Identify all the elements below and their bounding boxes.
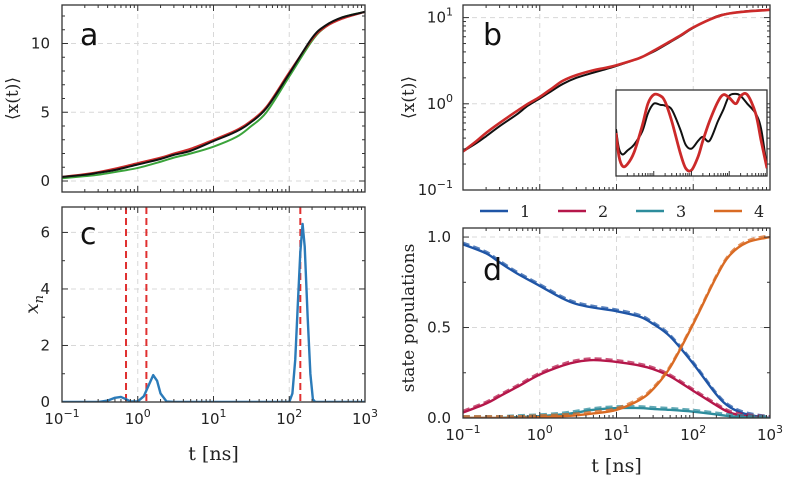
legend-label-2: 2 — [598, 202, 608, 221]
panel-c-xlabel: t [ns] — [188, 443, 239, 465]
panel-a-ylabel: ⟨x(t)⟩ — [3, 77, 23, 120]
panel-d-ytick-label: 0.0 — [427, 409, 451, 427]
panel-c-ytick-label: 6 — [40, 223, 50, 241]
inset-series-red — [616, 91, 767, 173]
panel-d-series-2 — [463, 358, 770, 418]
legend-label-4: 4 — [754, 202, 764, 221]
panel-d-series-1-ref — [463, 241, 770, 417]
panel-c-ytick-label: 4 — [40, 280, 50, 298]
panel-c: 10−1 100 101 102 103 0 2 4 6 c xn t [ns] — [21, 206, 378, 465]
panel-c-ylabel: xn — [21, 295, 47, 314]
panel-b-ytick-label: 10−1 — [418, 178, 453, 199]
panel-b-inset — [615, 89, 768, 177]
panel-d-series-2-ref — [463, 357, 770, 417]
panel-d-letter: d — [483, 253, 502, 288]
panel-b-letter: b — [483, 18, 502, 53]
panel-a-series-black — [62, 10, 365, 178]
panel-d-series-4 — [463, 235, 770, 418]
panel-d-xtick-label: 103 — [757, 423, 783, 444]
panel-c-xtick-label: 102 — [276, 407, 302, 428]
inset-frame — [615, 89, 768, 177]
panel-a-letter: a — [80, 18, 98, 53]
panel-b-ytick-label: 101 — [427, 6, 453, 27]
legend: 1 2 3 4 — [480, 202, 764, 221]
panel-d-xtick-label: 102 — [680, 423, 706, 444]
panel-c-xtick-label: 101 — [200, 407, 226, 428]
panel-c-xtick-label: 103 — [352, 407, 378, 428]
panel-c-xtick-label: 100 — [125, 407, 151, 428]
panel-d-xtick-label: 10−1 — [445, 423, 480, 444]
panel-d-series-1 — [463, 243, 770, 418]
panel-b-ytick-label: 100 — [427, 92, 453, 113]
panel-d-xtick-label: 100 — [527, 423, 553, 444]
panel-b: 10−1 100 101 b ⟨x(t)⟩ — [399, 4, 771, 199]
panel-d-xtick-label: 101 — [603, 423, 629, 444]
panel-a-ytick-label: 10 — [31, 35, 50, 53]
panel-d-xlabel: t [ns] — [591, 455, 642, 477]
panel-d-ylabel: state populations — [399, 244, 419, 393]
panel-d: 10−1 100 101 102 103 0.0 0.5 1.0 d state populati… — [399, 227, 783, 477]
panel-d-ytick-label: 1.0 — [427, 228, 451, 246]
panel-c-ytick-label: 2 — [40, 336, 50, 354]
legend-label-3: 3 — [676, 202, 686, 221]
panel-c-letter: c — [80, 217, 97, 252]
panel-a-ytick-label: 0 — [40, 172, 50, 190]
panel-a: 0 5 10 a ⟨x(t)⟩ — [3, 4, 366, 193]
panel-c-series-blue — [62, 222, 365, 402]
panel-b-series-red — [463, 8, 770, 153]
panel-a-ytick-label: 5 — [40, 103, 50, 121]
panel-c-xtick-label: 10−1 — [44, 407, 79, 428]
panel-c-ytick-label: 0 — [40, 393, 50, 411]
panel-b-ylabel: ⟨x(t)⟩ — [399, 76, 419, 119]
legend-label-1: 1 — [520, 202, 530, 221]
panel-d-ytick-label: 0.5 — [427, 319, 451, 337]
